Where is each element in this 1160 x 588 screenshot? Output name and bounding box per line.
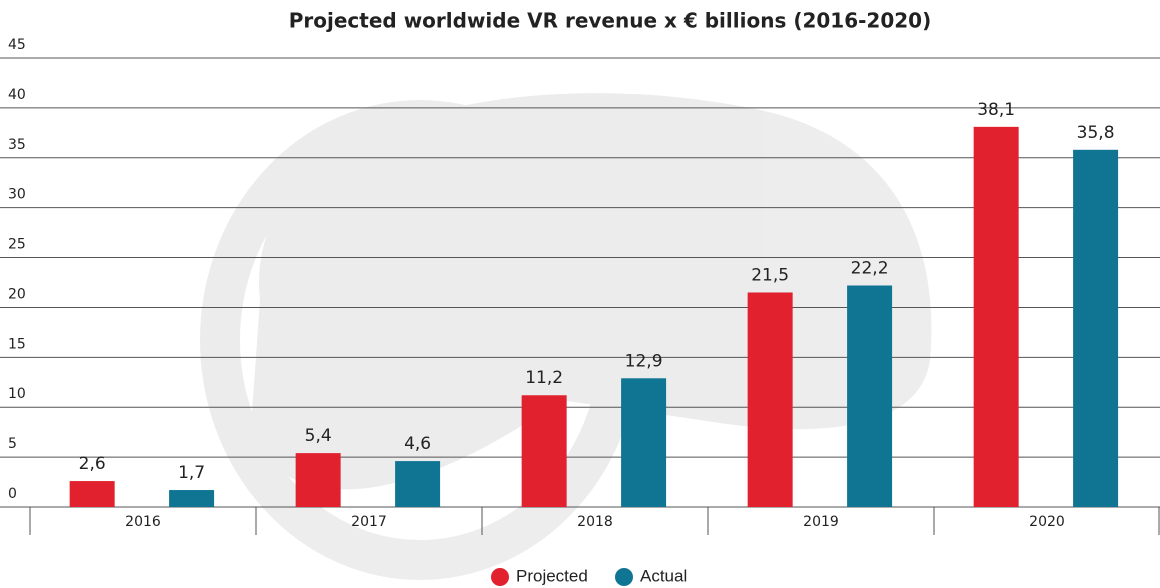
value-label: 21,5 — [751, 265, 789, 285]
y-tick-label: 35 — [8, 137, 26, 153]
x-tick-label: 2020 — [1029, 514, 1065, 530]
bar — [621, 378, 667, 507]
legend-swatch — [491, 568, 509, 586]
bar — [395, 461, 441, 507]
y-tick-label: 40 — [8, 87, 26, 103]
bar — [747, 292, 793, 507]
y-tick-label: 10 — [8, 386, 26, 402]
bar — [169, 490, 215, 507]
value-label: 22,2 — [851, 258, 889, 278]
y-tick-label: 15 — [8, 336, 26, 352]
x-tick-label: 2016 — [125, 514, 161, 530]
value-label: 35,8 — [1077, 123, 1115, 143]
y-tick-label: 0 — [8, 486, 17, 502]
y-tick-label: 45 — [8, 37, 26, 53]
legend-label: Actual — [640, 566, 687, 585]
y-tick-label: 30 — [8, 187, 26, 203]
x-tick-label: 2018 — [577, 514, 613, 530]
bar — [69, 481, 115, 507]
y-tick-label: 25 — [8, 237, 26, 253]
chart-title: Projected worldwide VR revenue x € billi… — [289, 9, 931, 33]
value-label: 5,4 — [305, 426, 332, 446]
value-label: 4,6 — [404, 434, 431, 454]
bar — [847, 285, 893, 507]
y-tick-label: 5 — [8, 436, 17, 452]
x-tick-label: 2019 — [803, 514, 839, 530]
y-tick-label: 20 — [8, 286, 26, 302]
bar — [1073, 149, 1119, 507]
value-label: 38,1 — [977, 100, 1015, 120]
bar — [973, 126, 1019, 507]
bar — [295, 453, 341, 507]
value-label: 2,6 — [79, 454, 106, 474]
value-label: 11,2 — [525, 368, 563, 388]
bar — [521, 395, 567, 507]
legend-label: Projected — [516, 566, 588, 585]
x-tick-label: 2017 — [351, 514, 387, 530]
legend-swatch — [615, 568, 633, 586]
legend: Projected Actual — [491, 566, 687, 586]
value-label: 12,9 — [625, 351, 663, 371]
value-label: 1,7 — [178, 463, 205, 483]
